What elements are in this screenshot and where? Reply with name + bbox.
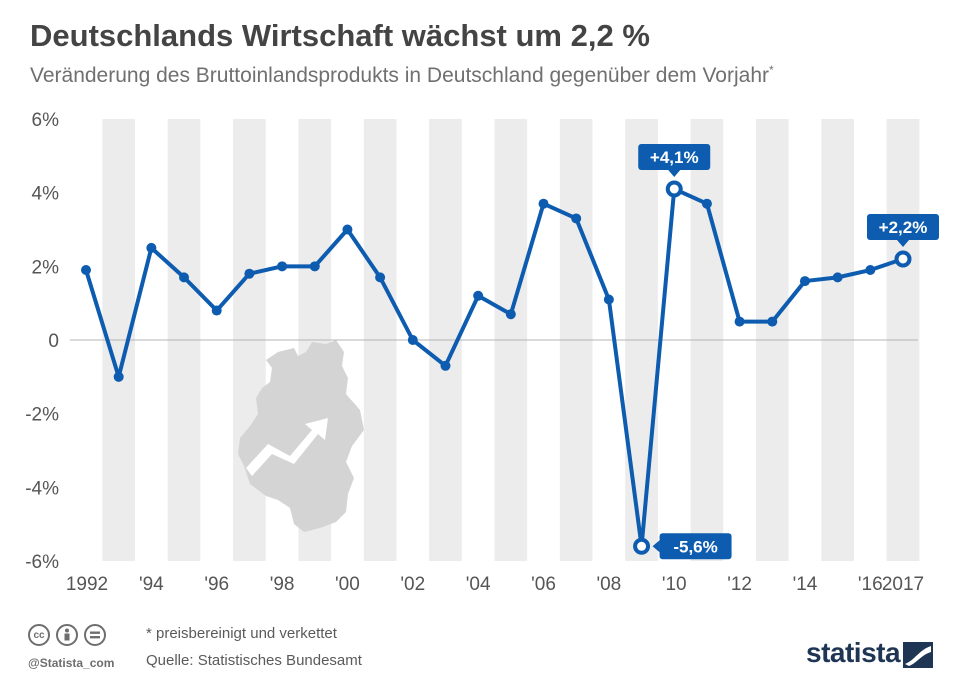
cc-icon: cc xyxy=(28,624,50,646)
data-point xyxy=(538,198,549,209)
subtitle-footnote-marker: * xyxy=(769,63,774,77)
data-point xyxy=(505,309,516,320)
statista-logo-icon xyxy=(903,642,933,668)
data-point xyxy=(473,290,484,301)
chart-title: Deutschlands Wirtschaft wächst um 2,2 % xyxy=(30,18,650,53)
data-point xyxy=(571,213,582,224)
callout-pointer xyxy=(652,540,660,553)
data-point xyxy=(440,360,451,371)
y-tick-label: 0 xyxy=(48,331,59,352)
data-point xyxy=(179,272,190,283)
data-point xyxy=(832,272,843,283)
germany-map-icon xyxy=(238,340,364,532)
data-label: +4,1% xyxy=(650,148,699,167)
data-point xyxy=(799,276,810,287)
y-tick-label: 4% xyxy=(32,184,60,205)
y-axis: 6% 4% 2% 0 -2% -4% -6% xyxy=(25,110,918,573)
annotations: +4,1% +2,2% -5,6% xyxy=(638,143,939,560)
subtitle-text: Veränderung des Bruttoinlandsprodukts in… xyxy=(30,64,769,87)
x-tick-label: '02 xyxy=(400,574,425,595)
callout-pointer xyxy=(668,169,681,177)
y-tick-label: 2% xyxy=(32,257,60,278)
source-note: Quelle: Statistisches Bundesamt xyxy=(146,652,362,669)
data-point xyxy=(113,371,124,382)
y-tick-label: -2% xyxy=(25,405,59,426)
callout: +2,2% xyxy=(867,213,939,247)
data-point xyxy=(211,305,222,316)
callout-box xyxy=(638,143,711,170)
series-line xyxy=(84,186,904,549)
callout: +4,1% xyxy=(638,143,711,177)
statista-handle[interactable]: @Statista_com xyxy=(28,656,115,670)
data-point xyxy=(865,265,876,276)
x-tick-label: '08 xyxy=(596,574,621,595)
x-tick-label: '10 xyxy=(662,574,687,595)
data-point xyxy=(734,316,745,327)
callout-box xyxy=(659,533,732,560)
highlight-point xyxy=(665,180,683,198)
y-tick-label: 6% xyxy=(32,110,60,131)
data-point xyxy=(767,316,778,327)
callout-pointer xyxy=(897,239,909,247)
data-point xyxy=(375,272,386,283)
callout: -5,6% xyxy=(652,533,732,560)
x-tick-label: '04 xyxy=(466,574,491,595)
data-point xyxy=(309,261,320,272)
data-label: -5,6% xyxy=(673,537,717,556)
data-point xyxy=(603,294,614,305)
data-point xyxy=(407,335,418,345)
x-tick-label: '94 xyxy=(139,574,164,595)
x-tick-label: '98 xyxy=(270,574,295,595)
x-tick-label: '14 xyxy=(793,574,818,595)
x-axis: 1992 '94 '96 '98 '00 '02 '04 '06 '08 '10 '12 '14 '16… xyxy=(66,574,924,595)
statista-logo[interactable]: statista xyxy=(806,637,901,668)
x-tick-label: '16 xyxy=(858,574,883,595)
x-tick-label: 1992 xyxy=(66,574,108,595)
highlight-point xyxy=(894,250,912,268)
license-icons: cc xyxy=(28,624,106,646)
data-point xyxy=(81,265,91,276)
gdp-series xyxy=(81,180,912,555)
attribution-icon xyxy=(56,624,78,646)
x-tick-label: '06 xyxy=(531,574,556,595)
highlight-point xyxy=(633,537,651,555)
data-point xyxy=(277,261,288,272)
data-point xyxy=(244,268,255,279)
x-tick-label: '96 xyxy=(204,574,229,595)
y-tick-label: -4% xyxy=(25,478,59,499)
x-tick-label: '00 xyxy=(335,574,360,595)
chart-subtitle: Veränderung des Bruttoinlandsprodukts in… xyxy=(30,63,774,88)
x-tick-label: 2017 xyxy=(882,574,924,595)
data-point xyxy=(342,224,353,235)
callout-box xyxy=(867,213,939,240)
footnote: * preisbereinigt und verkettet xyxy=(146,625,337,642)
data-point xyxy=(701,198,712,209)
data-point xyxy=(146,242,157,253)
data-label: +2,2% xyxy=(879,218,928,237)
y-tick-label: -6% xyxy=(25,552,59,573)
x-tick-label: '12 xyxy=(727,574,752,595)
no-derivatives-icon xyxy=(84,624,106,646)
